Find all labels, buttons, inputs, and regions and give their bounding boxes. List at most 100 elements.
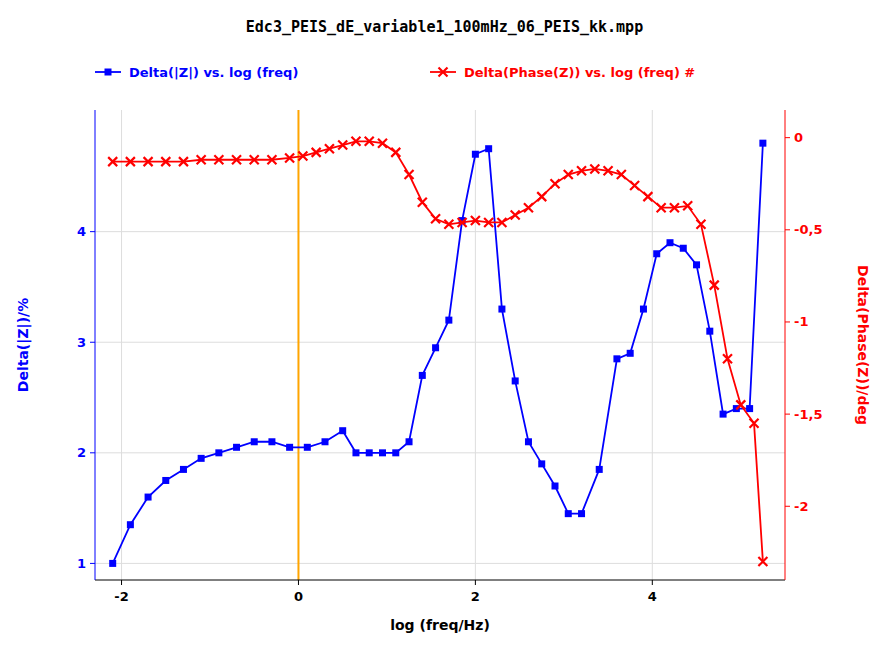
grid-line — [95, 231, 785, 232]
marker — [198, 455, 205, 462]
grid-line — [95, 452, 785, 453]
marker — [564, 170, 573, 179]
marker — [617, 170, 626, 179]
marker — [161, 157, 170, 166]
marker — [723, 354, 732, 363]
marker — [653, 250, 660, 257]
marker — [432, 344, 439, 351]
marker — [392, 449, 399, 456]
tick — [785, 137, 790, 138]
marker — [683, 201, 692, 210]
marker — [551, 179, 560, 188]
marker — [750, 419, 759, 428]
marker — [627, 350, 634, 357]
marker — [268, 438, 275, 445]
marker — [630, 181, 639, 190]
marker — [524, 203, 533, 212]
marker — [298, 152, 307, 161]
tick-label: 0 — [294, 589, 303, 604]
tick — [90, 452, 95, 453]
marker — [696, 220, 705, 229]
marker — [720, 411, 727, 418]
tick — [785, 506, 790, 507]
marker — [419, 372, 426, 379]
y2-axis-label: Delta(Phase(Z))/deg — [855, 265, 871, 425]
marker — [127, 521, 134, 528]
marker — [552, 483, 559, 490]
axes: -202412340-0,5-1-1,5-2 — [77, 110, 822, 604]
marker — [322, 438, 329, 445]
legend: Delta(|Z|) vs. log (freq)Delta(Phase(Z))… — [95, 65, 695, 80]
y-axis-line — [95, 110, 96, 580]
y-axis-label: Delta(|Z|)/% — [15, 298, 32, 392]
marker — [304, 444, 311, 451]
marker — [706, 328, 713, 335]
marker — [418, 198, 427, 207]
marker — [338, 141, 347, 150]
tick-label: -1 — [794, 314, 808, 329]
marker — [472, 151, 479, 158]
marker — [538, 460, 545, 467]
tick-label: -2 — [794, 499, 808, 514]
marker — [578, 510, 585, 517]
marker — [484, 218, 493, 227]
marker — [145, 494, 152, 501]
marker — [577, 166, 586, 175]
tick — [90, 231, 95, 232]
line — [113, 141, 763, 561]
tick — [785, 321, 790, 322]
tick-label: 0 — [794, 130, 803, 145]
marker — [596, 466, 603, 473]
title: Edc3_PEIS_dE_variable1_100mHz_06_PEIS_kk… — [246, 18, 643, 36]
tick-label: 1 — [77, 556, 86, 571]
tick — [298, 580, 299, 585]
tick — [475, 580, 476, 585]
marker — [458, 218, 467, 227]
marker — [365, 137, 374, 146]
tick-label: 4 — [77, 224, 86, 239]
x-axis-label: log (freq/Hz) — [390, 617, 490, 633]
tick-label: -2 — [114, 589, 128, 604]
marker — [643, 192, 652, 201]
marker — [670, 203, 679, 212]
legend-marker — [105, 69, 112, 76]
marker — [497, 218, 506, 227]
marker — [710, 281, 719, 290]
marker — [604, 166, 613, 175]
marker — [525, 438, 532, 445]
legend-marker — [439, 68, 448, 77]
grid-line — [95, 563, 785, 564]
marker — [391, 148, 400, 157]
marker — [406, 438, 413, 445]
tick — [121, 580, 122, 585]
marker — [471, 216, 480, 225]
marker — [379, 449, 386, 456]
tick — [90, 563, 95, 564]
marker — [250, 155, 259, 164]
tick-label: 4 — [648, 589, 657, 604]
marker — [565, 510, 572, 517]
tick-label: 3 — [77, 335, 86, 350]
marker — [286, 444, 293, 451]
marker — [378, 139, 387, 148]
marker — [325, 144, 334, 153]
marker — [590, 164, 599, 173]
marker — [214, 155, 223, 164]
marker — [444, 220, 453, 229]
marker — [746, 405, 753, 412]
marker — [285, 153, 294, 162]
tick — [785, 414, 790, 415]
series — [108, 137, 767, 566]
marker — [233, 444, 240, 451]
grid-line — [652, 110, 653, 580]
marker — [693, 261, 700, 268]
plot-area — [108, 110, 767, 580]
marker — [109, 560, 116, 567]
tick — [652, 580, 653, 585]
tick — [90, 342, 95, 343]
marker — [445, 317, 452, 324]
line — [113, 143, 763, 563]
chart: Edc3_PEIS_dE_variable1_100mHz_06_PEIS_kk… — [0, 0, 889, 661]
tick-label: 2 — [77, 445, 86, 460]
tick-label: -1,5 — [794, 407, 822, 422]
